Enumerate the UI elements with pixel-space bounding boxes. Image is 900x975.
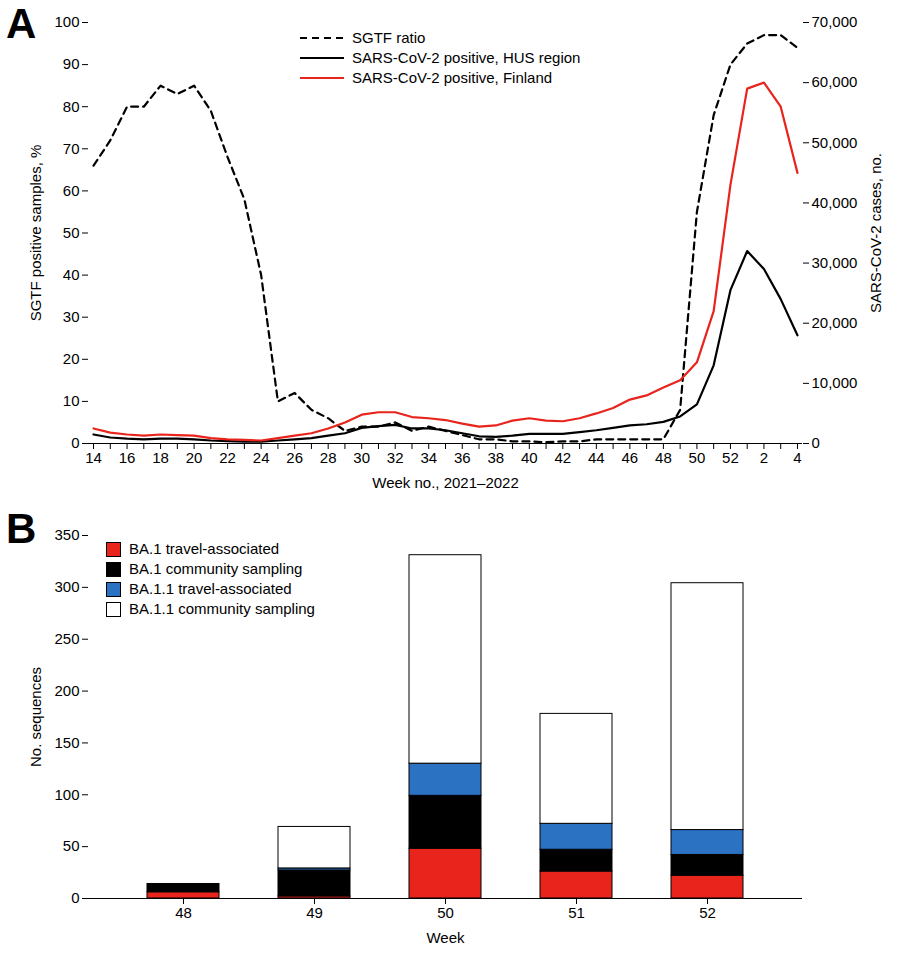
svg-text:60: 60 [63, 182, 80, 199]
svg-text:32: 32 [387, 449, 404, 466]
svg-text:4: 4 [793, 449, 801, 466]
svg-text:42: 42 [554, 449, 571, 466]
svg-text:14: 14 [85, 449, 102, 466]
svg-text:100: 100 [54, 13, 79, 30]
svg-text:48: 48 [175, 904, 192, 921]
html-text:SARS-CoV-2 positive, HUS regio: SARS-CoV-2 positive, HUS region [352, 49, 581, 66]
html-text:SARS-CoV-2 positive, Finland: SARS-CoV-2 positive, Finland [352, 69, 553, 86]
svg-text:20: 20 [63, 350, 80, 367]
svg-text:44: 44 [588, 449, 605, 466]
svg-text:60,000: 60,000 [812, 73, 858, 90]
svg-text:26: 26 [286, 449, 303, 466]
svg-text:30: 30 [353, 449, 370, 466]
svg-text:38: 38 [487, 449, 504, 466]
svg-text:24: 24 [253, 449, 270, 466]
svg-text:51: 51 [568, 904, 585, 921]
svg-text:200: 200 [54, 682, 79, 699]
svg-text:52: 52 [699, 904, 716, 921]
svg-text:SARS-CoV-2 cases, no.: SARS-CoV-2 cases, no. [867, 153, 884, 313]
svg-text:52: 52 [722, 449, 739, 466]
svg-text:0: 0 [71, 434, 79, 451]
html-text:BA.1 travel-associated: BA.1 travel-associated [129, 540, 280, 557]
html-text:BA.1 community sampling: BA.1 community sampling [129, 560, 303, 577]
svg-text:50,000: 50,000 [812, 134, 858, 151]
svg-text:0: 0 [71, 889, 79, 906]
svg-text:30,000: 30,000 [812, 254, 858, 271]
html-text:SGTF ratio: SGTF ratio [352, 29, 426, 46]
svg-text:250: 250 [54, 630, 79, 647]
svg-text:150: 150 [54, 734, 79, 751]
svg-text:36: 36 [454, 449, 471, 466]
svg-text:80: 80 [63, 98, 80, 115]
svg-text:48: 48 [655, 449, 672, 466]
html-text:B: B [6, 505, 37, 552]
svg-text:20,000: 20,000 [812, 314, 858, 331]
svg-text:SGTF positive samples, %: SGTF positive samples, % [27, 145, 44, 322]
svg-text:40: 40 [521, 449, 538, 466]
svg-text:10: 10 [63, 392, 80, 409]
svg-text:50: 50 [437, 904, 454, 921]
svg-text:2: 2 [760, 449, 768, 466]
svg-text:50: 50 [63, 837, 80, 854]
svg-text:Week: Week [426, 929, 465, 946]
svg-text:22: 22 [219, 449, 236, 466]
svg-text:Week no., 2021–2022: Week no., 2021–2022 [372, 474, 519, 491]
svg-text:50: 50 [689, 449, 706, 466]
svg-text:100: 100 [54, 786, 79, 803]
svg-text:70,000: 70,000 [812, 13, 858, 30]
html-text:BA.1.1 community sampling: BA.1.1 community sampling [129, 600, 315, 617]
svg-text:70: 70 [63, 140, 80, 157]
svg-text:46: 46 [622, 449, 639, 466]
svg-text:20: 20 [186, 449, 203, 466]
svg-text:30: 30 [63, 308, 80, 325]
html-text:A: A [6, 0, 37, 47]
svg-text:40: 40 [63, 266, 80, 283]
svg-text:34: 34 [420, 449, 437, 466]
svg-text:16: 16 [119, 449, 136, 466]
svg-text:300: 300 [54, 578, 79, 595]
html-text:BA.1.1 travel-associated: BA.1.1 travel-associated [129, 580, 292, 597]
svg-text:18: 18 [152, 449, 169, 466]
svg-text:10,000: 10,000 [812, 374, 858, 391]
svg-text:0: 0 [812, 434, 820, 451]
svg-text:350: 350 [54, 526, 79, 543]
svg-text:No. sequences: No. sequences [27, 667, 44, 767]
svg-text:40,000: 40,000 [812, 194, 858, 211]
svg-text:50: 50 [63, 224, 80, 241]
svg-text:49: 49 [306, 904, 323, 921]
svg-text:90: 90 [63, 55, 80, 72]
svg-text:28: 28 [320, 449, 337, 466]
